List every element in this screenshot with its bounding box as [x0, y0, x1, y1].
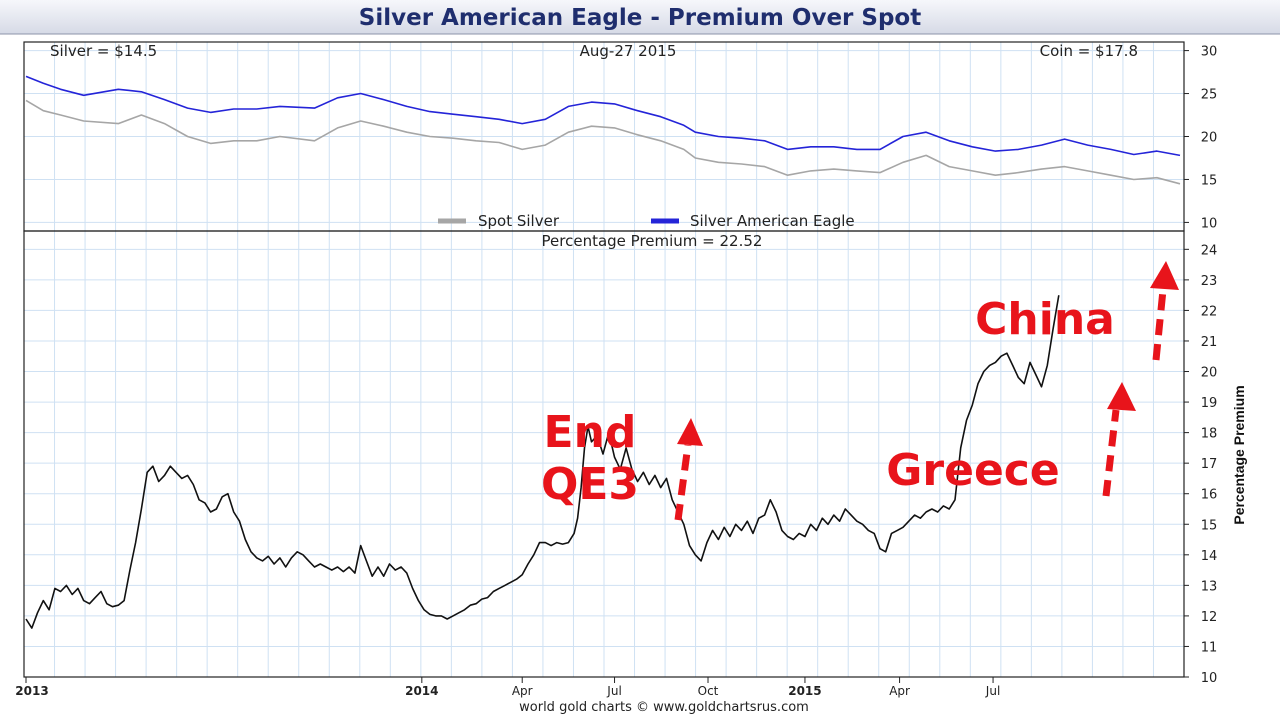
arrow-greece-shaft: [1102, 409, 1120, 497]
x-tick-label: Apr: [512, 684, 533, 698]
title-bar: [0, 0, 1280, 34]
arrow-china-shaft: [1152, 289, 1167, 361]
y-tick-label: 14: [1201, 549, 1218, 564]
x-tick-label: 2014: [405, 684, 438, 698]
annotations: End QE3 Greece China: [541, 261, 1179, 521]
y-axis-label: Percentage Premium: [1231, 385, 1247, 524]
y-tick-label: 11: [1201, 640, 1218, 655]
x-tick-label: Jul: [606, 684, 621, 698]
x-axis: 2013 2014 Apr Jul Oct 2015 Apr Jul: [15, 677, 1000, 698]
x-tick-label: Jul: [985, 684, 1000, 698]
annotation-greece: Greece: [886, 445, 1059, 496]
bottom-y-axis: 10 11 12 13 14 15 16 17 18 19 20 21 22 23 24: [1184, 243, 1217, 686]
arrow-greece-head: [1107, 382, 1136, 411]
y-tick-label: 15: [1201, 173, 1218, 188]
bottom-panel-series: [25, 295, 1060, 629]
spot-price-label: Silver = $14.5: [50, 42, 157, 60]
legend-label-silver-eagle: Silver American Eagle: [690, 212, 855, 230]
premium-value-label: Percentage Premium = 22.52: [542, 232, 763, 250]
legend: Spot Silver Silver American Eagle: [438, 212, 855, 230]
top-panel-grid: [24, 42, 1184, 231]
bottom-panel-border: [23, 230, 1185, 678]
x-tick-label: 2013: [15, 684, 48, 698]
annotation-end: End: [544, 407, 637, 458]
x-tick-label: Apr: [889, 684, 910, 698]
y-tick-label: 19: [1201, 396, 1218, 411]
y-tick-label: 10: [1201, 671, 1218, 686]
source-credit: world gold charts © www.goldchartsrus.co…: [519, 700, 809, 715]
arrow-china-head: [1150, 261, 1179, 290]
y-tick-label: 12: [1201, 610, 1218, 625]
y-tick-label: 16: [1201, 488, 1218, 503]
y-tick-label: 15: [1201, 518, 1218, 533]
y-tick-label: 17: [1201, 457, 1218, 472]
y-tick-label: 24: [1201, 243, 1218, 258]
coin-price-label: Coin = $17.8: [1040, 42, 1138, 60]
y-tick-label: 20: [1201, 366, 1218, 381]
y-tick-label: 23: [1201, 274, 1218, 289]
x-tick-label: 2015: [788, 684, 821, 698]
y-tick-label: 21: [1201, 335, 1218, 350]
y-tick-label: 22: [1201, 304, 1218, 319]
top-panel-series: [25, 75, 1181, 185]
y-tick-label: 10: [1201, 216, 1218, 231]
series-line-spot-silver: [25, 99, 1181, 185]
y-tick-label: 18: [1201, 427, 1218, 442]
y-tick-label: 25: [1201, 88, 1218, 103]
arrow-qe3-shaft: [674, 444, 692, 521]
x-tick-label: Oct: [698, 684, 719, 698]
annotation-qe3: QE3: [541, 459, 639, 510]
annotation-china: China: [975, 294, 1115, 345]
legend-label-spot-silver: Spot Silver: [478, 212, 560, 230]
chart-title: Silver American Eagle - Premium Over Spo…: [359, 5, 921, 31]
series-line-silver-eagle: [25, 75, 1181, 157]
y-tick-label: 30: [1201, 45, 1218, 60]
top-y-axis: 10 15 20 25 30: [1184, 45, 1218, 231]
y-tick-label: 20: [1201, 131, 1218, 146]
series-line-percentage-premium: [25, 295, 1060, 629]
arrow-qe3-head: [677, 418, 703, 446]
y-tick-label: 13: [1201, 579, 1218, 594]
chart-date-label: Aug-27 2015: [580, 42, 677, 60]
